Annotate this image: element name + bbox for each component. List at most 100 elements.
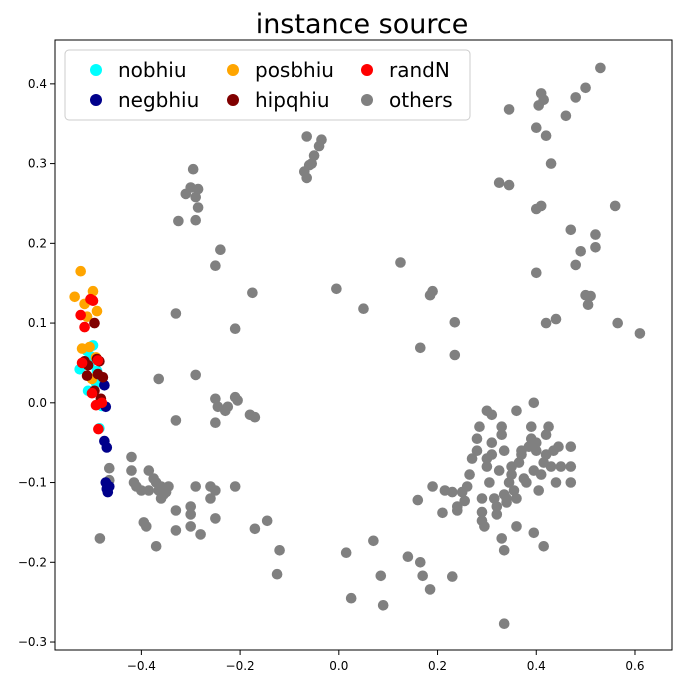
point-others-86 — [424, 584, 436, 595]
point-others-39 — [170, 415, 182, 426]
point-others-125 — [508, 485, 520, 496]
point-others-54 — [173, 215, 184, 227]
point-others-46 — [232, 395, 243, 406]
point-others-87 — [447, 571, 458, 582]
point-others-108 — [481, 461, 493, 472]
point-others-36 — [150, 541, 162, 552]
point-others-179 — [595, 62, 606, 74]
point-others-129 — [516, 449, 527, 460]
point-others-3 — [126, 451, 137, 463]
point-others-155 — [528, 397, 540, 409]
point-others-189 — [612, 317, 623, 329]
points-layer — [69, 62, 646, 629]
point-others-174 — [540, 317, 552, 329]
point-posbhiu-1 — [69, 291, 80, 303]
point-others-8 — [143, 465, 155, 476]
x-tick-label: 0.2 — [428, 659, 447, 673]
point-others-101 — [471, 433, 483, 445]
point-others-148 — [555, 461, 567, 472]
point-others-52 — [210, 260, 221, 272]
point-others-178 — [580, 82, 591, 94]
point-others-182 — [575, 246, 586, 257]
point-others-31 — [190, 481, 201, 492]
point-others-153 — [481, 405, 493, 417]
point-others-38 — [170, 308, 182, 319]
point-others-40 — [190, 369, 201, 381]
point-others-147 — [553, 441, 564, 453]
point-others-110 — [486, 437, 498, 449]
point-others-19 — [155, 493, 167, 504]
point-randN-9 — [93, 423, 104, 435]
point-others-139 — [535, 469, 547, 480]
point-others-124 — [506, 469, 517, 480]
y-tick-label: 0.2 — [28, 236, 47, 250]
point-others-96 — [459, 495, 471, 507]
point-others-137 — [531, 445, 542, 457]
point-posbhiu-7 — [84, 341, 95, 353]
point-others-154 — [511, 405, 522, 417]
point-others-1 — [104, 462, 115, 474]
point-randN-4 — [92, 355, 104, 366]
legend-marker-others — [361, 94, 373, 106]
point-others-44 — [222, 401, 234, 413]
point-others-89 — [427, 481, 438, 492]
point-others-92 — [447, 486, 458, 498]
point-others-133 — [526, 421, 537, 433]
point-others-70 — [331, 283, 342, 295]
point-others-97 — [461, 481, 473, 492]
point-others-156 — [496, 533, 508, 544]
point-others-77 — [449, 349, 461, 361]
point-randN-8 — [90, 399, 102, 411]
point-others-61 — [192, 202, 204, 213]
point-others-30 — [229, 481, 241, 492]
point-others-71 — [358, 303, 369, 315]
y-tick-label: −0.1 — [18, 476, 47, 490]
x-tick-label: 0.0 — [329, 659, 348, 673]
point-others-149 — [565, 477, 577, 488]
point-others-24 — [170, 525, 182, 536]
point-posbhiu-2 — [87, 285, 99, 297]
point-others-82 — [377, 600, 389, 611]
point-others-48 — [249, 411, 261, 423]
point-negbhiu-0 — [99, 380, 110, 391]
point-others-88 — [412, 494, 424, 506]
point-others-20 — [170, 505, 182, 516]
point-others-98 — [464, 469, 475, 480]
point-posbhiu-5 — [91, 305, 103, 317]
point-others-131 — [521, 477, 532, 488]
point-others-127 — [513, 457, 525, 468]
point-others-84 — [415, 557, 426, 568]
point-others-34 — [274, 545, 285, 556]
point-others-41 — [210, 393, 221, 405]
point-others-109 — [484, 477, 495, 488]
y-tick-label: −0.2 — [18, 555, 47, 569]
point-others-58 — [190, 191, 201, 203]
point-others-80 — [368, 535, 379, 547]
point-others-27 — [205, 493, 216, 504]
legend-marker-negbhiu — [90, 94, 102, 106]
point-others-57 — [187, 163, 199, 175]
legend-label-negbhiu: negbhiu — [118, 88, 199, 112]
y-tick-label: 0.4 — [28, 77, 47, 91]
point-others-173 — [531, 267, 542, 279]
legend-label-hipqhiu: hipqhiu — [255, 88, 330, 112]
point-others-35 — [271, 568, 283, 580]
point-others-90 — [437, 507, 448, 519]
point-others-26 — [210, 513, 221, 524]
point-others-165 — [531, 122, 542, 133]
point-hipqhiu-7 — [97, 372, 109, 383]
point-others-175 — [550, 313, 562, 325]
point-others-138 — [533, 485, 544, 496]
point-others-37 — [153, 373, 164, 385]
point-others-136 — [531, 437, 542, 449]
point-others-65 — [306, 158, 318, 169]
legend-label-posbhiu: posbhiu — [255, 58, 334, 82]
point-others-162 — [493, 177, 505, 188]
point-others-7 — [136, 485, 147, 496]
point-others-170 — [545, 158, 557, 169]
point-others-79 — [345, 592, 357, 604]
x-tick-label: 0.4 — [527, 659, 546, 673]
point-others-188 — [609, 200, 621, 212]
legend: nobhiu negbhiu posbhiu hipqhiu randN others — [64, 49, 471, 121]
point-others-121 — [501, 497, 512, 508]
